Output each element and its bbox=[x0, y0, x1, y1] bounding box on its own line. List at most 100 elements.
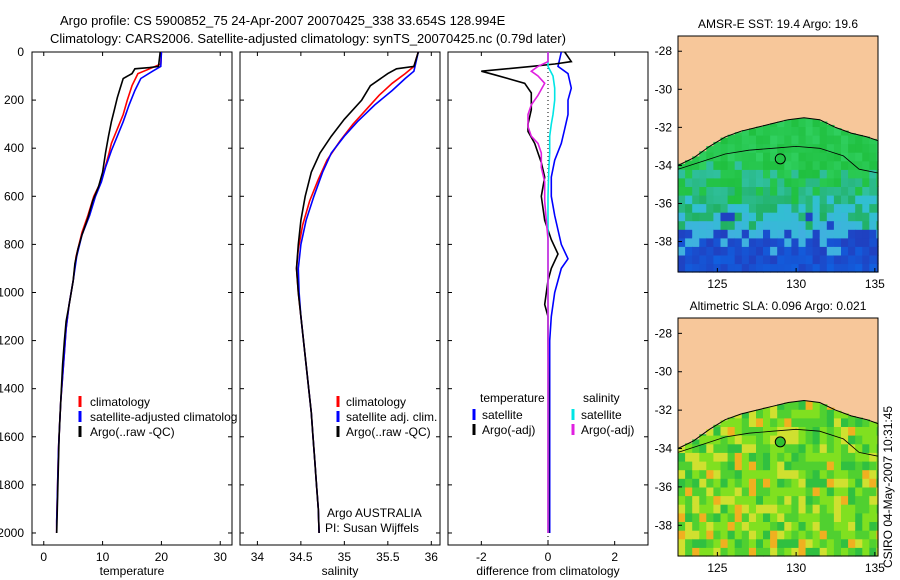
ocean-cell bbox=[706, 504, 714, 514]
ocean-cell bbox=[706, 435, 714, 445]
ocean-cell bbox=[841, 486, 849, 497]
ocean-cell bbox=[862, 177, 870, 187]
ocean-cell bbox=[770, 504, 778, 514]
ocean-cell bbox=[685, 495, 693, 505]
ocean-cell bbox=[770, 409, 778, 419]
ocean-cell bbox=[734, 478, 743, 488]
argo-australia-label: Argo AUSTRALIA bbox=[327, 506, 422, 520]
y-tick-label: 400 bbox=[4, 141, 24, 155]
ocean-cell bbox=[777, 512, 785, 522]
ocean-cell bbox=[727, 203, 736, 213]
ocean-cell bbox=[720, 254, 729, 265]
ocean-cell bbox=[855, 478, 863, 488]
ocean-cell bbox=[741, 452, 750, 462]
ocean-cell bbox=[756, 461, 764, 471]
ocean-cell bbox=[791, 495, 800, 505]
ocean-cell bbox=[727, 461, 736, 471]
ocean-cell bbox=[756, 478, 764, 488]
y-tick-label: 200 bbox=[4, 93, 24, 107]
ocean-cell bbox=[791, 452, 800, 462]
ocean-cell bbox=[784, 212, 792, 222]
ocean-cell bbox=[692, 237, 700, 247]
ocean-cell bbox=[784, 135, 792, 145]
ocean-cell bbox=[692, 495, 700, 505]
ocean-cell bbox=[862, 254, 870, 265]
ocean-cell bbox=[777, 547, 785, 557]
ocean-cell bbox=[720, 169, 729, 179]
ocean-cell bbox=[805, 220, 814, 230]
ocean-cell bbox=[720, 521, 729, 531]
ocean-cell bbox=[869, 203, 877, 213]
x-tick-label: 36 bbox=[425, 550, 439, 564]
ocean-cell bbox=[798, 426, 807, 436]
ocean-cell bbox=[848, 263, 856, 273]
ocean-cell bbox=[805, 401, 814, 410]
ocean-cell bbox=[713, 478, 722, 488]
ocean-cell bbox=[869, 169, 877, 179]
ocean-cell bbox=[748, 435, 757, 445]
ocean-cell bbox=[826, 220, 835, 230]
ocean-cell bbox=[727, 521, 736, 531]
ocean-cell bbox=[784, 469, 792, 479]
ocean-cell bbox=[862, 504, 870, 514]
ocean-cell bbox=[706, 212, 714, 222]
ocean-cell bbox=[770, 212, 778, 222]
ocean-cell bbox=[784, 237, 792, 247]
ocean-cell bbox=[791, 186, 800, 196]
figure-title-line-1: Argo profile: CS 5900852_75 24-Apr-2007 … bbox=[60, 13, 506, 28]
ocean-cell bbox=[819, 203, 828, 213]
ocean-cell bbox=[841, 246, 849, 256]
ocean-cell bbox=[826, 186, 835, 196]
ocean-cell bbox=[685, 194, 693, 205]
ocean-cell bbox=[777, 486, 785, 497]
ocean-cell bbox=[727, 469, 736, 479]
ocean-cell bbox=[756, 169, 764, 179]
ocean-cell bbox=[855, 417, 863, 427]
ocean-cell bbox=[791, 538, 800, 548]
ocean-cell bbox=[699, 469, 707, 479]
ocean-cell bbox=[791, 478, 800, 488]
ocean-cell bbox=[699, 521, 707, 531]
ocean-cell bbox=[741, 263, 750, 273]
ocean-cell bbox=[848, 426, 856, 436]
ocean-cell bbox=[734, 169, 743, 179]
ocean-cell bbox=[720, 186, 729, 196]
ocean-cell bbox=[833, 530, 842, 540]
ocean-cell bbox=[791, 246, 800, 256]
ocean-cell bbox=[862, 169, 870, 179]
ocean-cell bbox=[692, 439, 700, 445]
ocean-cell bbox=[819, 426, 828, 436]
ocean-cell bbox=[841, 461, 849, 471]
ocean-cell bbox=[734, 254, 743, 265]
ocean-cell bbox=[805, 118, 814, 127]
ocean-cell bbox=[727, 443, 736, 453]
ocean-cell bbox=[869, 212, 877, 222]
ocean-cell bbox=[756, 521, 764, 531]
ocean-cell bbox=[855, 469, 863, 479]
ocean-cell bbox=[713, 424, 722, 428]
ocean-cell bbox=[791, 169, 800, 179]
ocean-cell bbox=[798, 530, 807, 540]
ocean-cell bbox=[805, 521, 814, 531]
sst_map-title: AMSR-E SST: 19.4 Argo: 19.6 bbox=[698, 17, 858, 31]
ocean-cell bbox=[869, 426, 877, 436]
ocean-cell bbox=[784, 521, 792, 531]
ocean-cell bbox=[812, 229, 821, 239]
ocean-cell bbox=[727, 186, 736, 196]
ocean-cell bbox=[841, 538, 849, 548]
ocean-cell bbox=[713, 143, 722, 153]
ocean-cell bbox=[720, 203, 729, 213]
ocean-cell bbox=[805, 246, 814, 256]
ocean-cell bbox=[869, 229, 877, 239]
ocean-cell bbox=[869, 263, 877, 273]
ocean-cell bbox=[734, 469, 743, 479]
ocean-cell bbox=[763, 417, 771, 427]
ocean-cell bbox=[678, 186, 686, 196]
ocean-cell bbox=[833, 254, 842, 265]
ocean-cell bbox=[862, 220, 870, 230]
ocean-cell bbox=[763, 547, 771, 557]
ocean-cell bbox=[784, 478, 792, 488]
ocean-cell bbox=[741, 486, 750, 497]
ocean-cell bbox=[848, 186, 856, 196]
